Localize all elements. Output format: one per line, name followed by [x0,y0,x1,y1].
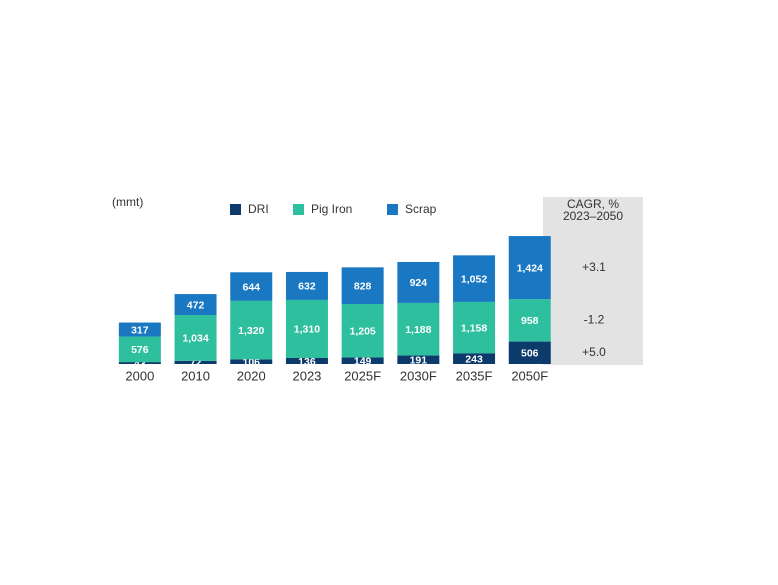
bar-segment [230,300,273,360]
x-tick-label: 2020 [237,368,266,383]
x-tick-label: 2050F [511,368,548,383]
bar-segment [230,272,273,301]
bar-segment [397,302,440,356]
value-label: 1,320 [238,325,264,337]
legend-label: DRI [248,202,269,216]
value-label: 106 [242,356,260,368]
value-label: 317 [131,324,149,336]
bar-segment [453,353,496,364]
value-label: 1,188 [405,324,431,336]
cagr-panel [543,197,643,365]
value-label: 632 [298,281,316,293]
bar-segment [285,271,328,300]
cagr-title: CAGR, % [567,197,619,211]
bar-segment [174,360,217,364]
x-tick-label: 2010 [181,368,210,383]
value-label: 149 [354,355,372,367]
legend-swatch [293,204,304,215]
value-label: 43 [134,358,146,370]
value-label: 1,205 [350,325,376,337]
bar-segment [118,336,161,363]
bar-segment [174,294,217,316]
x-tick-label: 2030F [400,368,437,383]
bar-segment [397,261,440,303]
value-label: 1,158 [461,322,487,334]
value-label: 1,034 [182,333,208,345]
bar-segment [397,355,440,364]
bar-segment [341,304,384,358]
value-label: 1,424 [517,262,543,274]
x-tick-label: 2000 [125,368,154,383]
bar-segment [508,236,551,300]
bar-segment [341,267,384,305]
legend-label: Scrap [405,202,437,216]
value-label: 644 [242,281,260,293]
value-label: 576 [131,344,149,356]
value-label: 136 [298,356,316,368]
bar-segment [285,299,328,358]
value-label: 1,052 [461,273,487,285]
cagr-period: 2023–2050 [563,209,623,223]
bar-segment [453,301,496,354]
value-label: 72 [190,357,202,369]
cagr-value: +5.0 [582,345,606,359]
unit-label: (mmt) [112,195,143,209]
legend-swatch [387,204,398,215]
bar-segment [118,322,161,337]
cagr-value: -1.2 [584,313,605,327]
legend-label: Pig Iron [311,202,352,216]
x-tick-label: 2025F [344,368,381,383]
legend-swatch [230,204,241,215]
bar-segment [230,359,273,364]
bar-segment [341,357,384,364]
value-label: 191 [410,355,428,367]
x-tick-label: 2023 [292,368,321,383]
value-label: 472 [187,299,205,311]
value-label: 243 [465,353,483,365]
bar-segment [508,341,551,364]
bar-segment [508,299,551,342]
value-label: 924 [410,277,428,289]
bar-segment [118,362,161,364]
value-label: 1,310 [294,324,320,336]
cagr-value: +3.1 [582,260,606,274]
value-label: 506 [521,348,539,360]
value-label: 828 [354,280,372,292]
bar-segment [285,357,328,364]
bar-segment [453,255,496,302]
value-label: 958 [521,315,539,327]
bar-segment [174,315,217,361]
x-tick-label: 2035F [456,368,493,383]
